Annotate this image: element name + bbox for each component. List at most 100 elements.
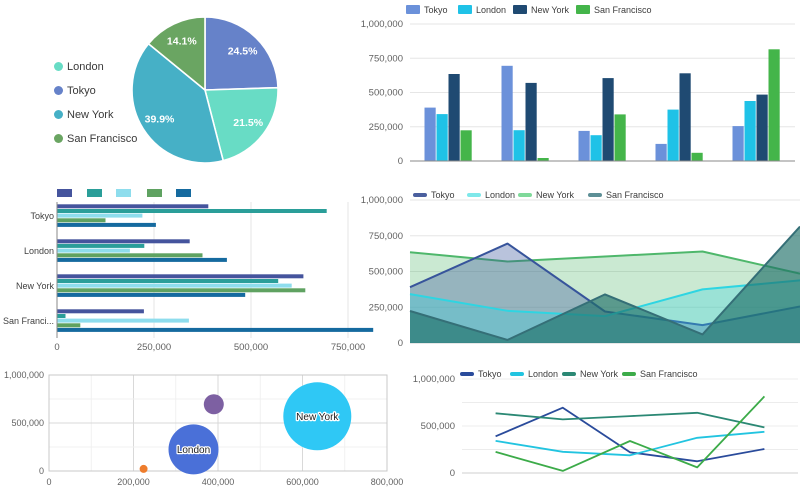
hbar-series3-london[interactable] (57, 248, 130, 253)
bar-tokyo-1[interactable] (424, 107, 436, 161)
hbar-series5-london[interactable] (57, 257, 227, 262)
area-chart-plot[interactable]: 0 250,000 500,000 750,000 1,000,000 (355, 180, 800, 360)
line-legend-item-tokyo: Tokyo (460, 368, 502, 379)
hbar-series2-tokyo[interactable] (57, 209, 327, 213)
hbar-series1-london[interactable] (57, 239, 190, 244)
legend-label: New York (536, 189, 575, 200)
hbar-series4-london[interactable] (57, 253, 203, 258)
bar-san-francisco-2[interactable] (537, 158, 549, 161)
bar-san-francisco-1[interactable] (460, 130, 472, 161)
hbar-series4-new-york[interactable] (57, 288, 306, 293)
x-tick-800-000: 800,000 (371, 477, 404, 487)
bar-london-1[interactable] (436, 114, 448, 161)
pie-slice-london[interactable] (204, 86, 279, 162)
y-tick-1-000-000: 1,000,000 (361, 195, 403, 206)
pie-chart-plot[interactable]: 24.5% 21.5% 39.9% 14.1% (0, 0, 400, 180)
bar-new-york-4[interactable] (679, 73, 691, 161)
pie-legend-item-san-francisco: San Francisco (54, 132, 137, 145)
bubble-london[interactable] (168, 424, 219, 475)
legend-label: London (476, 4, 507, 15)
legend-label: San Francisco (606, 189, 664, 200)
pie-slice-san-francisco[interactable] (147, 16, 206, 91)
pie-slice-tokyo[interactable] (204, 16, 279, 91)
hbar-series1-san-franci[interactable] (57, 309, 144, 314)
area-legend-item-san-francisco: San Francisco (588, 189, 664, 200)
hbar-legend-item-5 (176, 187, 191, 198)
legend-swatch-icon (562, 371, 576, 376)
hbar-series3-san-franci[interactable] (57, 318, 189, 323)
bubble-tokyo[interactable] (203, 394, 224, 415)
horizontal-bar-chart: 0 250,000 500,000 750,000 Tokyo London New Yor… (0, 180, 400, 360)
area-fill-london[interactable] (410, 280, 800, 343)
area-fill-san-francisco[interactable] (410, 226, 800, 344)
x-tick-0: 0 (46, 477, 51, 487)
plot-border (48, 374, 388, 472)
hbar-series4-tokyo[interactable] (57, 218, 106, 223)
category-label-london: London (24, 246, 54, 256)
y-tick-500-000: 500,000 (421, 421, 455, 432)
area-legend-item-london: London (467, 189, 515, 200)
hbar-series3-new-york[interactable] (57, 283, 292, 288)
legend-swatch-icon (54, 110, 63, 119)
y-tick-750-000: 750,000 (369, 53, 403, 64)
hbar-series2-new-york[interactable] (57, 279, 279, 283)
bar-tokyo-4[interactable] (655, 143, 667, 161)
legend-swatch-icon (176, 188, 191, 197)
hbar-series5-tokyo[interactable] (57, 222, 156, 227)
hbar-series5-new-york[interactable] (57, 292, 246, 297)
bubble-san-francisco[interactable] (139, 464, 148, 473)
pie-slice-label-san-francisco: 14.1% (167, 36, 197, 48)
grouped-bar-chart-plot[interactable]: 0 250,000 500,000 750,000 1,000,000 (355, 0, 800, 180)
line-legend-item-new-york: New York (562, 368, 618, 379)
hbar-series1-tokyo[interactable] (57, 204, 209, 209)
bubble-chart-plot[interactable]: 0 500,000 1,000,000 0 200,000 400,000 600,000 8… (0, 360, 420, 500)
category-label-tokyo: Tokyo (30, 211, 54, 221)
bar-new-york-2[interactable] (525, 82, 537, 161)
legend-swatch-icon (54, 62, 63, 71)
legend-swatch-icon (467, 192, 481, 197)
line-series-london[interactable] (495, 430, 765, 457)
bubble-new-york[interactable] (283, 382, 352, 451)
horizontal-bar-chart-plot[interactable]: 0 250,000 500,000 750,000 Tokyo London New Yor… (0, 180, 400, 360)
hbar-series5-san-franci[interactable] (57, 327, 374, 332)
legend-swatch-icon (116, 188, 131, 197)
legend-label: San Francisco (594, 4, 652, 15)
line-chart: 0 500,000 1,000,000 Tokyo London New York San … (400, 360, 800, 500)
bar-san-francisco-3[interactable] (614, 114, 626, 161)
bar-tokyo-2[interactable] (501, 65, 513, 161)
bar-new-york-3[interactable] (602, 78, 614, 161)
hbar-series1-new-york[interactable] (57, 274, 304, 279)
y-tick-500-000: 500,000 (11, 418, 44, 428)
legend-swatch-icon (622, 371, 636, 376)
hbar-series4-san-franci[interactable] (57, 323, 81, 328)
hbar-series2-san-franci[interactable] (57, 314, 66, 318)
legend-swatch-icon (588, 192, 602, 197)
bar-new-york-1[interactable] (448, 74, 460, 161)
area-line-san-francisco[interactable] (409, 225, 800, 341)
legend-swatch-icon (54, 134, 63, 143)
bar-london-4[interactable] (667, 109, 679, 161)
bar-new-york-5[interactable] (756, 94, 768, 161)
hbar-legend-item-4 (147, 187, 162, 198)
pie-slice-label-london: 21.5% (233, 117, 263, 129)
bar-san-francisco-4[interactable] (691, 152, 703, 161)
line-series-new-york[interactable] (495, 411, 765, 429)
bar-san-francisco-5[interactable] (768, 49, 780, 161)
line-series-san-francisco[interactable] (495, 395, 766, 472)
pie-slice-new-york[interactable] (131, 43, 224, 164)
bar-london-3[interactable] (590, 135, 602, 161)
area-fill-tokyo[interactable] (410, 243, 800, 343)
line-chart-plot[interactable]: 0 500,000 1,000,000 (400, 360, 800, 500)
bar-tokyo-5[interactable] (732, 126, 744, 161)
hbar-series3-tokyo[interactable] (57, 213, 143, 218)
x-tick-200-000: 200,000 (117, 477, 150, 487)
pie-legend-item-new-york: New York (54, 108, 113, 121)
legend-swatch-icon (406, 5, 420, 14)
pie-chart: 24.5% 21.5% 39.9% 14.1% London Tokyo New York S… (0, 0, 400, 180)
bar-london-5[interactable] (744, 101, 756, 161)
category-label-new-york: New York (16, 281, 55, 291)
bar-tokyo-3[interactable] (578, 130, 590, 161)
hbar-series2-london[interactable] (57, 243, 145, 248)
bar-london-2[interactable] (513, 130, 525, 161)
